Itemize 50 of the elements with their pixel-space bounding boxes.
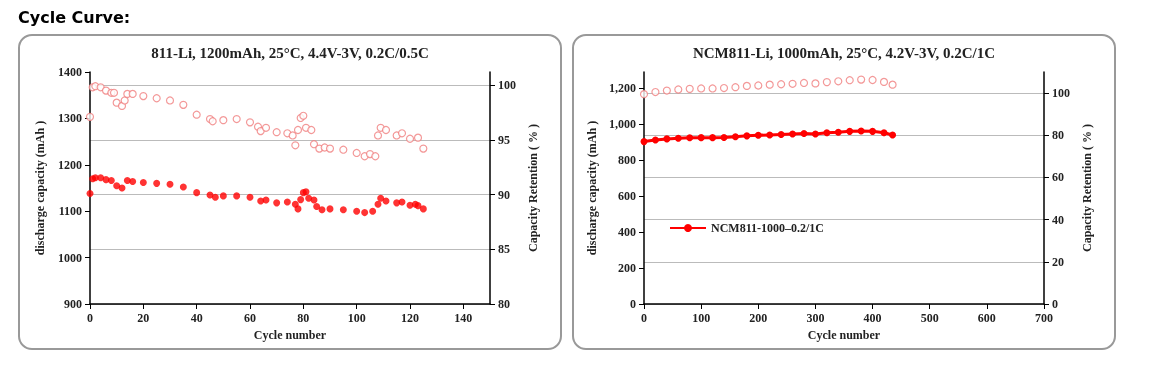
y2-tick-label: 100 bbox=[498, 78, 516, 93]
y-tick-label: 600 bbox=[618, 189, 636, 204]
x-tick-label: 80 bbox=[297, 311, 310, 325]
y2-tick-label: 0 bbox=[1052, 297, 1058, 311]
chart-title: 811-Li, 1200mAh, 25°C, 4.4V-3V, 0.2C/0.5C bbox=[151, 44, 429, 61]
y2-tick-label: 100 bbox=[1052, 86, 1070, 101]
x-tick-label: 500 bbox=[920, 311, 939, 325]
y-axis-title: discharge capacity (mAh ) bbox=[585, 120, 600, 256]
x-tick-label: 60 bbox=[244, 311, 256, 325]
x-tick-label: 140 bbox=[454, 311, 473, 325]
y2-axis-title: Capacity Retention ( % ) bbox=[525, 124, 540, 252]
x-tick-label: 40 bbox=[190, 311, 203, 325]
y-tick-label: 1,000 bbox=[609, 117, 636, 132]
x-axis-title: Cycle number bbox=[253, 327, 327, 342]
x-tick-label: 300 bbox=[806, 311, 825, 325]
x-tick-label: 400 bbox=[863, 311, 882, 325]
chart-title: NCM811-Li, 1000mAh, 25°C, 4.2V-3V, 0.2C/1C bbox=[692, 44, 996, 61]
y-tick-label: 1100 bbox=[58, 204, 82, 219]
y-tick-label: 400 bbox=[618, 225, 636, 240]
x-tick-label: 120 bbox=[401, 311, 419, 325]
x-tick-label: 20 bbox=[137, 311, 150, 325]
y2-tick-label: 80 bbox=[1052, 128, 1064, 143]
y2-tick-label: 90 bbox=[498, 187, 510, 202]
x-tick-label: 100 bbox=[692, 311, 711, 325]
y-tick-label: 1000 bbox=[58, 250, 82, 265]
y-tick-label: 0 bbox=[630, 297, 636, 311]
text: Cycle Curve: bbox=[18, 8, 131, 27]
y2-tick-label: 80 bbox=[498, 297, 510, 311]
y2-tick-label: 20 bbox=[1052, 254, 1064, 269]
y-tick-label: 800 bbox=[618, 153, 636, 168]
x-tick-label: 200 bbox=[749, 311, 768, 325]
y-tick-label: 1200 bbox=[58, 157, 82, 172]
y-tick-label: 1300 bbox=[58, 111, 82, 126]
y-tick-label: 1400 bbox=[58, 65, 82, 79]
y-axis-title: discharge capacity (mAh ) bbox=[33, 120, 47, 256]
x-tick-label: 700 bbox=[1035, 311, 1053, 325]
x-tick-label: 0 bbox=[87, 311, 93, 325]
x-tick-label: 600 bbox=[977, 311, 996, 325]
y2-axis-title: Capacity Retention ( % ) bbox=[1079, 124, 1094, 252]
y2-tick-label: 95 bbox=[498, 132, 510, 147]
y2-tick-label: 40 bbox=[1052, 212, 1064, 227]
y2-tick-label: 85 bbox=[498, 242, 510, 257]
x-axis-title: Cycle number bbox=[807, 327, 881, 342]
y-tick-label: 1,200 bbox=[609, 81, 636, 96]
x-tick-label: 100 bbox=[347, 311, 366, 325]
y-tick-label: 200 bbox=[618, 261, 636, 276]
y-tick-label: 900 bbox=[64, 297, 82, 311]
x-tick-label: 0 bbox=[641, 311, 647, 325]
legend-label: NCM811-1000–0.2/1C bbox=[711, 220, 824, 235]
y2-tick-label: 60 bbox=[1052, 170, 1064, 185]
